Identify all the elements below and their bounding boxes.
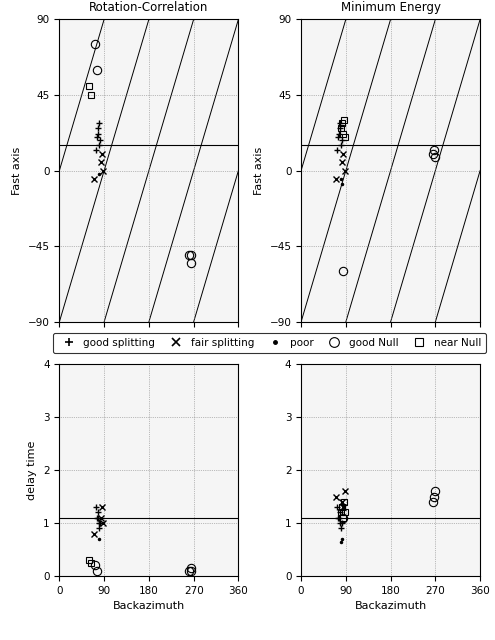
Title: Rotation-Correlation: Rotation-Correlation xyxy=(89,1,208,14)
X-axis label: Backazimuth: Backazimuth xyxy=(354,601,427,611)
Y-axis label: delay time: delay time xyxy=(28,440,38,500)
Y-axis label: Fast axis: Fast axis xyxy=(12,147,22,195)
X-axis label: Backazimuth: Backazimuth xyxy=(113,601,185,611)
Title: Minimum Energy: Minimum Energy xyxy=(341,1,441,14)
Y-axis label: Fast axis: Fast axis xyxy=(254,147,264,195)
Legend: good splitting, fair splitting, poor, good Null, near Null: good splitting, fair splitting, poor, go… xyxy=(53,333,486,353)
